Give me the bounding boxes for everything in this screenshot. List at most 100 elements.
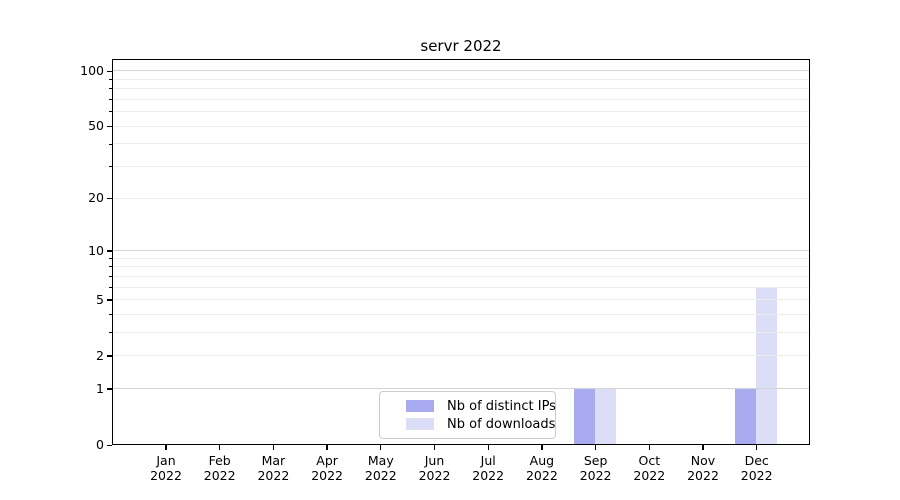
- x-tick-year: 2022: [740, 468, 773, 483]
- x-tick-month: Sep: [583, 453, 608, 468]
- x-tick-mark: [648, 445, 650, 450]
- gridline-minor: [113, 266, 809, 268]
- x-tick-month: Jan: [156, 453, 176, 468]
- x-tick-mark: [541, 445, 543, 450]
- y-minor-tick-mark: [109, 111, 112, 113]
- y-minor-tick-mark: [109, 257, 112, 259]
- x-tick-month: Jul: [480, 453, 496, 468]
- x-tick-month: Mar: [261, 453, 286, 468]
- y-axis-tick-label: 100: [80, 63, 104, 78]
- y-minor-tick-mark: [109, 266, 112, 268]
- x-tick-month: Aug: [529, 453, 555, 468]
- y-axis-tick-label: 2: [96, 347, 104, 363]
- legend-label-distinct-ips: Nb of distinct IPs: [447, 398, 556, 414]
- x-tick-month: Oct: [638, 453, 661, 468]
- legend: Nb of distinct IPs Nb of downloads: [379, 391, 556, 439]
- gridline-minor: [113, 332, 809, 334]
- gridline-minor: [113, 355, 809, 357]
- x-tick-mark: [272, 445, 275, 450]
- x-tick-mark: [594, 445, 597, 450]
- bar-dec-distinct-ips: [735, 388, 757, 445]
- bar-sep-downloads: [595, 388, 616, 445]
- gridline-minor: [113, 275, 809, 277]
- gridline-minor: [113, 299, 809, 301]
- y-minor-tick-mark: [109, 314, 112, 316]
- x-tick-year: 2022: [364, 468, 397, 483]
- x-axis-tick-label: Mar 2022: [243, 453, 303, 483]
- legend-swatch-downloads: [406, 418, 434, 430]
- legend-label-downloads: Nb of downloads: [447, 416, 556, 432]
- x-tick-month: May: [367, 453, 394, 468]
- y-tick-mark: [107, 197, 112, 200]
- y-minor-tick-mark: [109, 286, 112, 288]
- y-minor-tick-mark: [109, 88, 112, 90]
- x-tick-year: 2022: [150, 468, 182, 483]
- gridline-minor: [113, 313, 809, 315]
- x-tick-year: 2022: [203, 468, 236, 483]
- x-tick-year: 2022: [525, 468, 558, 483]
- y-axis-tick-label: 10: [88, 242, 104, 258]
- legend-swatch-distinct-ips: [406, 400, 434, 412]
- x-tick-mark: [756, 445, 758, 450]
- x-tick-mark: [487, 445, 489, 450]
- x-axis-tick-label: Dec 2022: [727, 453, 787, 483]
- gridline-major: [113, 388, 809, 390]
- y-tick-mark: [107, 250, 112, 252]
- y-minor-tick-mark: [109, 275, 112, 277]
- y-minor-tick-mark: [109, 166, 112, 168]
- gridline-minor: [113, 143, 809, 145]
- y-tick-mark: [107, 70, 112, 72]
- x-tick-mark: [433, 445, 436, 450]
- y-tick-mark: [107, 125, 112, 128]
- bar-sep-distinct-ips: [574, 388, 595, 445]
- gridline-minor: [113, 98, 809, 100]
- y-tick-mark: [107, 388, 112, 390]
- y-tick-mark: [107, 299, 112, 301]
- x-tick-month: Dec: [744, 453, 769, 468]
- x-tick-month: Feb: [208, 453, 231, 468]
- x-tick-year: 2022: [633, 468, 666, 483]
- y-axis-tick-label: 0: [96, 437, 104, 452]
- gridline-minor: [113, 166, 809, 168]
- x-axis-tick-label: Nov 2022: [673, 453, 733, 483]
- y-minor-tick-mark: [109, 99, 112, 101]
- gridline-minor: [113, 286, 809, 288]
- x-tick-year: 2022: [579, 468, 612, 483]
- x-axis-tick-label: May 2022: [351, 453, 411, 483]
- x-axis-tick-label: Apr 2022: [297, 453, 357, 483]
- gridline-major: [113, 70, 809, 72]
- x-tick-month: Jun: [424, 453, 445, 468]
- x-axis-tick-label: Aug 2022: [512, 453, 572, 483]
- x-tick-month: Apr: [316, 453, 338, 468]
- y-tick-mark: [107, 444, 112, 446]
- x-axis-tick-label: Jul 2022: [458, 453, 518, 483]
- gridline-minor: [113, 78, 809, 80]
- y-minor-tick-mark: [109, 78, 112, 80]
- x-axis-tick-label: Feb 2022: [190, 453, 250, 483]
- x-axis-tick-label: Oct 2022: [619, 453, 679, 483]
- y-minor-tick-mark: [109, 143, 112, 145]
- gridline-minor: [113, 257, 809, 259]
- x-tick-year: 2022: [257, 468, 290, 483]
- x-axis-tick-label: Jan 2022: [136, 453, 196, 483]
- gridline-minor: [113, 111, 809, 113]
- x-tick-year: 2022: [418, 468, 451, 483]
- y-tick-mark: [107, 355, 112, 357]
- x-tick-year: 2022: [472, 468, 505, 483]
- x-tick-year: 2022: [311, 468, 343, 483]
- x-tick-mark: [219, 445, 221, 450]
- chart-title: servr 2022: [420, 37, 502, 55]
- x-tick-mark: [165, 445, 167, 450]
- y-axis-tick-label: 50: [88, 118, 104, 134]
- x-axis-tick-label: Jun 2022: [405, 453, 465, 483]
- x-tick-mark: [380, 445, 382, 450]
- gridline-minor: [113, 197, 809, 199]
- x-tick-mark: [702, 445, 704, 450]
- y-minor-tick-mark: [109, 332, 112, 334]
- gridline-minor: [113, 125, 809, 127]
- x-tick-mark: [326, 445, 328, 450]
- x-axis-tick-label: Sep 2022: [566, 453, 626, 483]
- x-tick-year: 2022: [687, 468, 719, 483]
- x-tick-month: Nov: [690, 453, 716, 468]
